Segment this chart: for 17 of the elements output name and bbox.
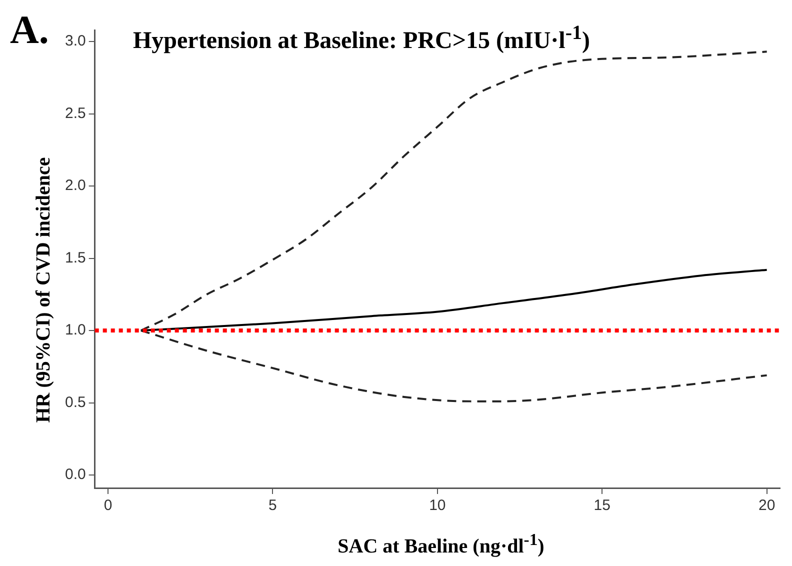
y-axis-title: HR (95%CI) of CVD incidence (32, 157, 56, 423)
x-tick-label: 10 (429, 497, 446, 514)
line-series (140, 268, 768, 332)
y-tick-label: 3.0 (64, 32, 86, 50)
y-tick-label: 0.5 (64, 394, 86, 411)
y-tick-label: 0.0 (64, 466, 86, 484)
x-tick-label: 15 (594, 497, 610, 514)
x-tick-label: 5 (268, 497, 277, 514)
x-axis-title: SAC at Baeline (ng·dl$^{-1}$) (336, 530, 546, 559)
y-tick-label: 2.5 (64, 104, 86, 122)
x-tick-label: 20 (758, 497, 776, 514)
x-tick-label: 0 (104, 497, 112, 514)
y-tick-label: 2.0 (64, 177, 86, 194)
y-tick-label: 1.0 (64, 322, 86, 339)
y-tick-label: 1.5 (64, 249, 86, 266)
chart-title: Hypertension at Baseline: PRC>15 (mIU·l$^{-1}$) (133, 22, 590, 55)
text: A. (10, 6, 49, 53)
